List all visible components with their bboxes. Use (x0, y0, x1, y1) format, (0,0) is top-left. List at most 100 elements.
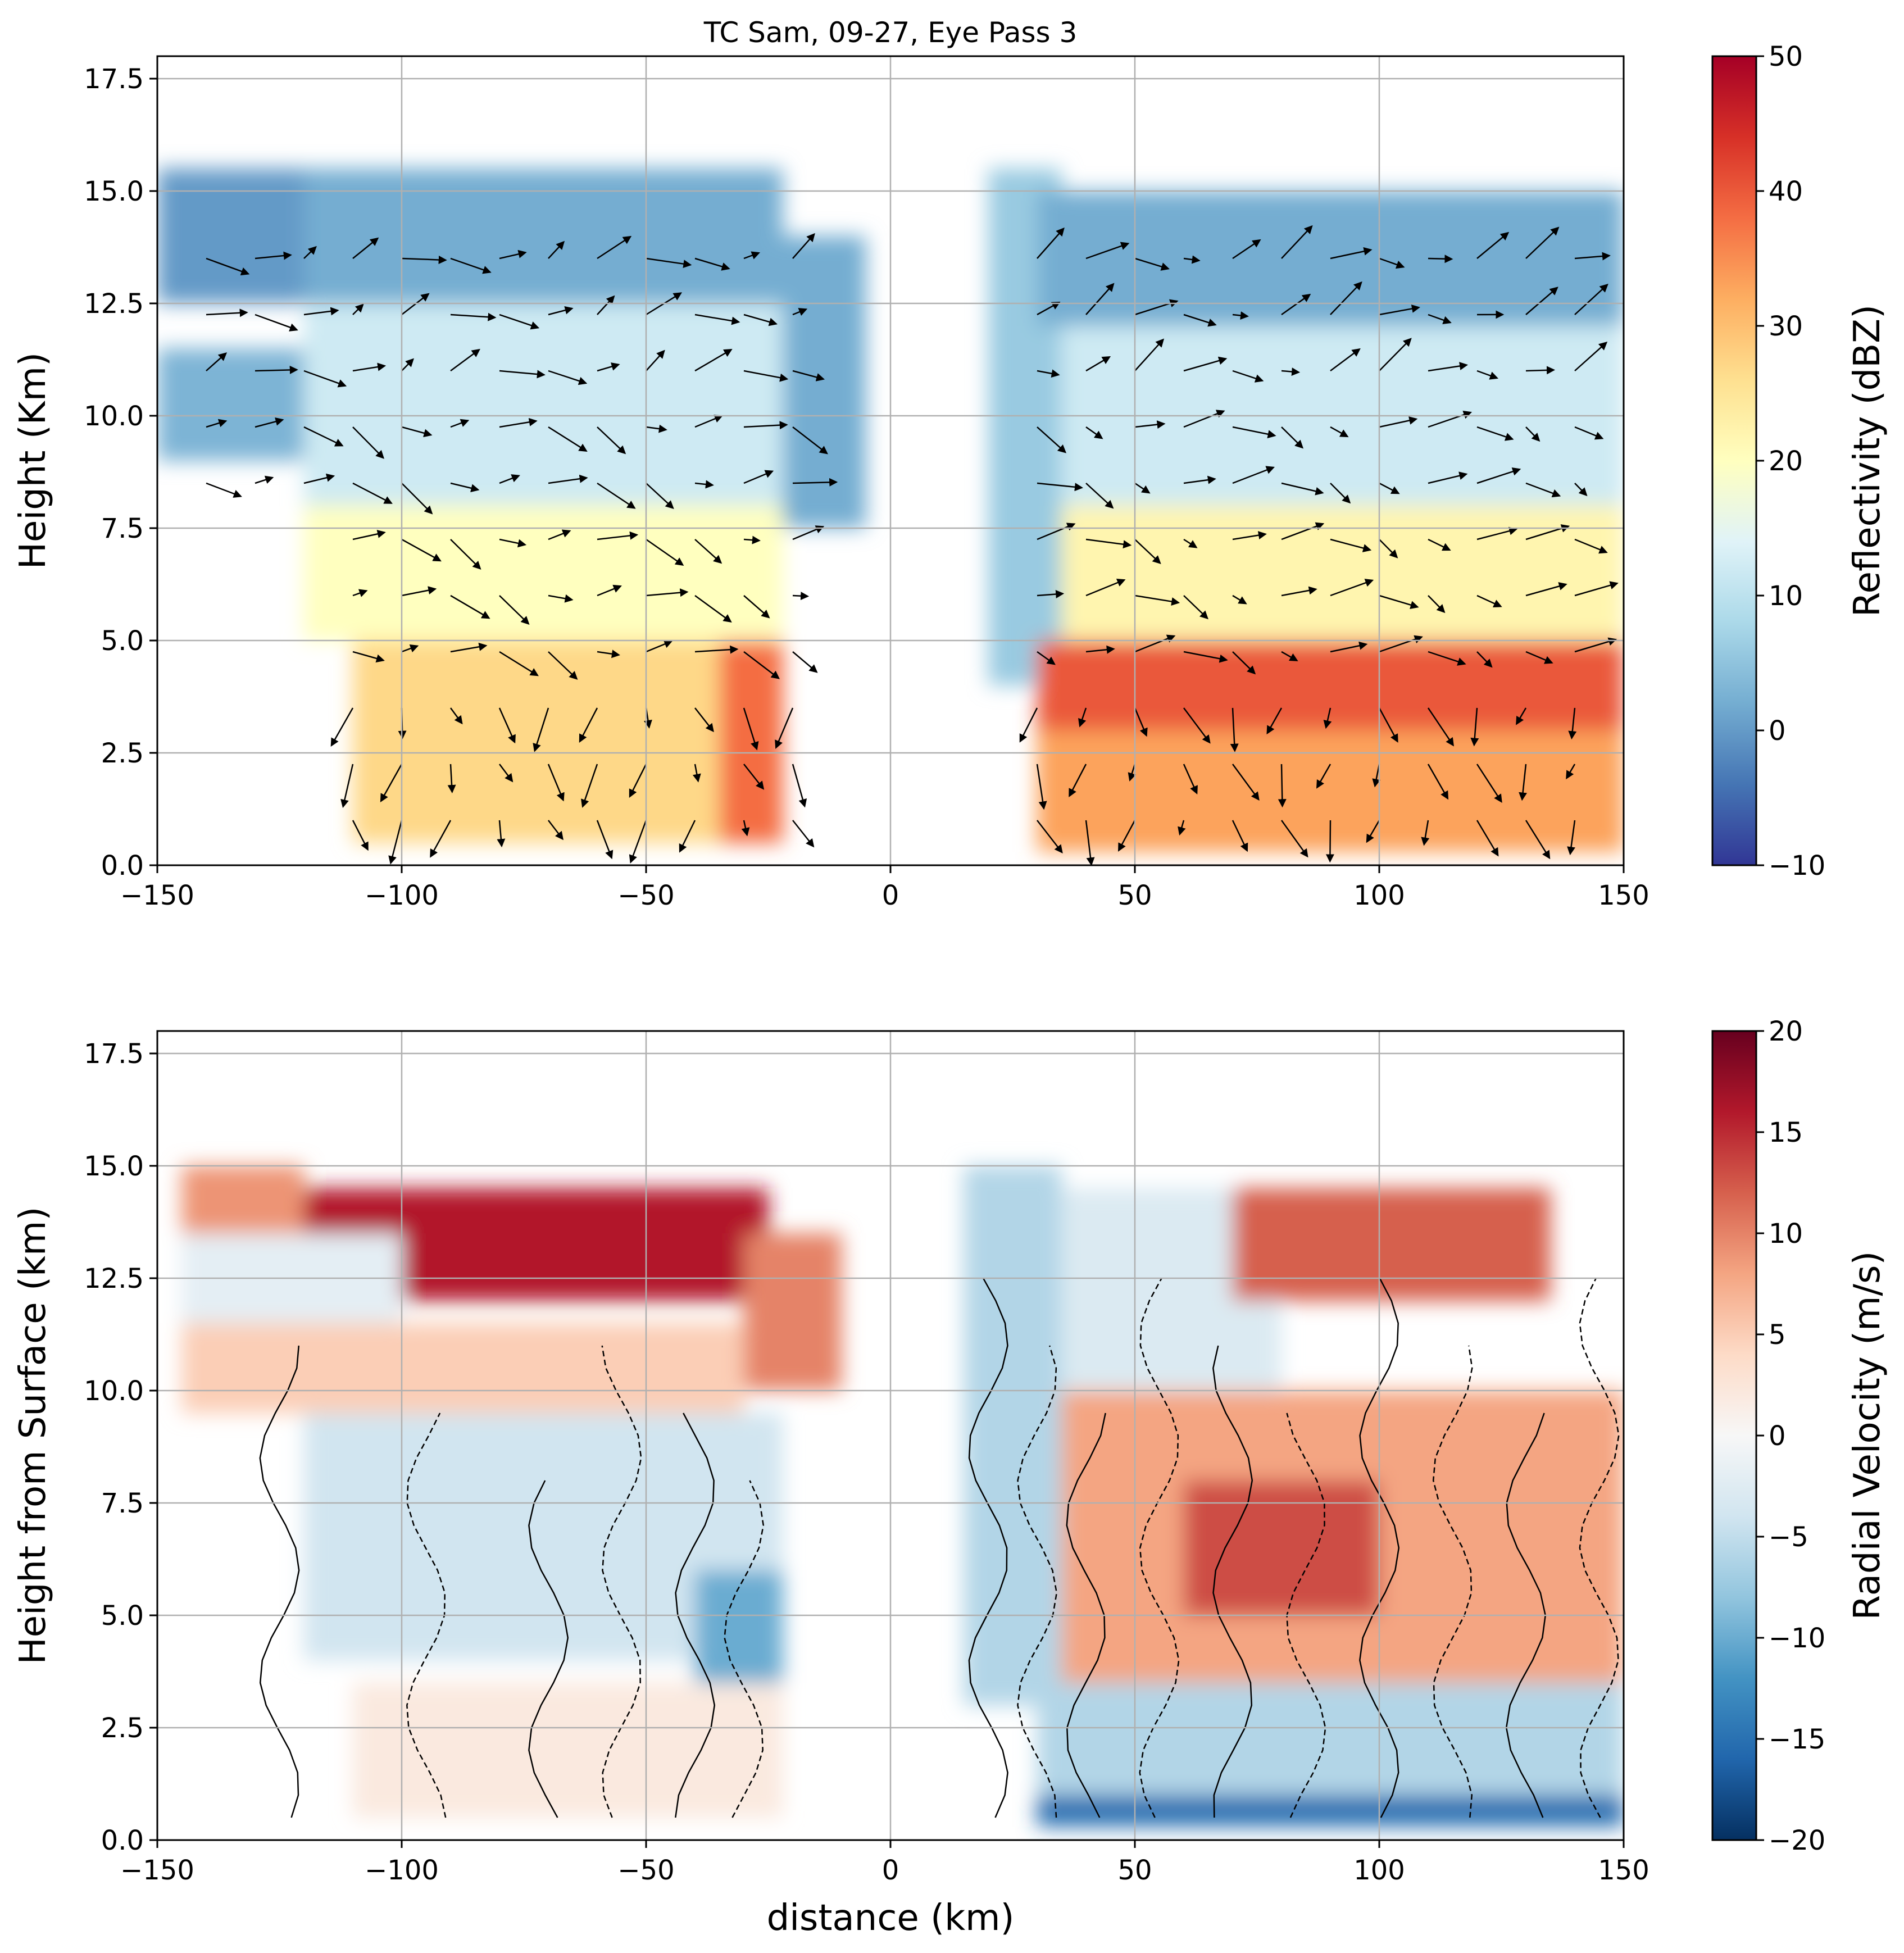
colorbar-tick-label: −20 (1769, 1825, 1825, 1856)
y-tick-label: 0.0 (101, 850, 144, 882)
y-tick-label: 12.5 (84, 288, 144, 320)
wind-vector (792, 308, 808, 316)
wind-vector (1574, 483, 1588, 497)
colorbar-tick-label: 20 (1769, 1016, 1803, 1047)
wind-vector (1476, 467, 1521, 484)
wind-vector (499, 651, 539, 676)
wind-vector (450, 642, 488, 653)
wind-vector (1037, 523, 1076, 541)
y-tick-label: 0.0 (101, 1825, 144, 1856)
axis-ticks: −150 −100 −50 0 50 100 150 0.0 2.5 5.0 7.5 10.0 12.5… (84, 1038, 1649, 1886)
wind-vector (1470, 707, 1479, 747)
wind-vector (1134, 539, 1161, 564)
wind-vector (1281, 426, 1304, 449)
wind-vector (255, 365, 298, 374)
x-tick-label: 100 (1353, 1855, 1405, 1886)
wind-vector (1230, 707, 1239, 752)
wind-vector (1232, 426, 1276, 439)
colorbar-tick-label: 40 (1769, 176, 1803, 207)
wind-vector (1379, 539, 1398, 558)
wind-vector (1330, 483, 1351, 504)
wind-vector (1183, 356, 1228, 372)
wind-vector (1372, 764, 1381, 788)
wind-vector (694, 480, 714, 489)
wind-vector (646, 588, 689, 597)
x-tick-label: 50 (1117, 880, 1152, 911)
wind-vector (1134, 594, 1180, 606)
field-region (304, 506, 783, 641)
field-region (353, 1683, 783, 1818)
wind-vector (1232, 311, 1249, 320)
wind-vector (447, 764, 456, 793)
contour-line (1017, 1345, 1058, 1818)
wind-vector (741, 820, 750, 837)
wind-vector (1568, 707, 1577, 740)
wind-vector (646, 424, 667, 433)
wind-vector (1036, 764, 1047, 810)
wind-vector (1379, 482, 1400, 494)
wind-vector (499, 764, 514, 783)
wind-vector (1134, 420, 1166, 429)
wind-vector (1330, 348, 1361, 372)
colorbar-tick-label: −10 (1769, 850, 1825, 882)
wind-vector (498, 707, 516, 744)
wind-vector (206, 308, 248, 317)
wind-vector (352, 426, 385, 459)
wind-vector (694, 349, 733, 372)
wind-vector (1232, 820, 1248, 852)
wind-vector (597, 650, 620, 658)
wind-vector (206, 352, 228, 371)
wind-vector (1476, 820, 1499, 857)
contour-line (601, 1345, 642, 1818)
wind-vector (694, 539, 722, 564)
wind-vector (388, 820, 403, 865)
wind-vector (694, 707, 714, 733)
wind-vector (1428, 651, 1466, 666)
wind-vector (1525, 820, 1551, 860)
field-region (304, 303, 783, 506)
wind-vector (581, 764, 598, 808)
wind-vector (1069, 764, 1087, 797)
wind-vector (1428, 362, 1469, 372)
wind-vector (694, 257, 730, 271)
y-tick-label: 17.5 (84, 1038, 144, 1070)
y-tick-label: 17.5 (84, 63, 144, 95)
wind-vector (1428, 255, 1453, 264)
wind-vector (499, 474, 520, 484)
contour-line (259, 1345, 300, 1818)
colorbar-gradient (1711, 55, 1757, 866)
wind-vector (497, 820, 506, 848)
colorbar-tick-label: −15 (1769, 1724, 1825, 1755)
field-region (783, 236, 866, 528)
wind-vector (1566, 764, 1576, 780)
wind-vector (792, 651, 818, 673)
wind-vector (1516, 707, 1527, 725)
wind-vector (449, 707, 463, 725)
wind-vector (743, 535, 761, 544)
wind-vector (1379, 594, 1419, 609)
x-tick-label: 0 (882, 1855, 899, 1886)
wind-vector (1281, 482, 1324, 496)
colorbar-tick-label: 0 (1769, 715, 1786, 747)
wind-vector (1379, 416, 1418, 428)
wind-vector (1574, 342, 1608, 371)
wind-vector (1134, 257, 1170, 271)
wind-vector (450, 312, 497, 321)
wind-vector (1525, 426, 1541, 442)
wind-vector (692, 764, 701, 783)
wind-vector (646, 483, 674, 509)
wind-vector (1019, 707, 1038, 743)
y-tick-label: 12.5 (84, 1263, 144, 1295)
wind-vector (303, 426, 344, 447)
y-tick-label: 2.5 (101, 1713, 144, 1744)
field-region (1233, 1188, 1551, 1301)
wind-vector (629, 820, 647, 864)
wind-vector (792, 478, 838, 487)
colorbar-tick-label: 0 (1769, 1420, 1786, 1452)
wind-vector (694, 415, 723, 428)
wind-vector (1525, 482, 1561, 498)
wind-vector (743, 651, 780, 679)
wind-vector (1519, 764, 1528, 801)
field-region (695, 1570, 783, 1683)
wind-vector (646, 349, 665, 371)
